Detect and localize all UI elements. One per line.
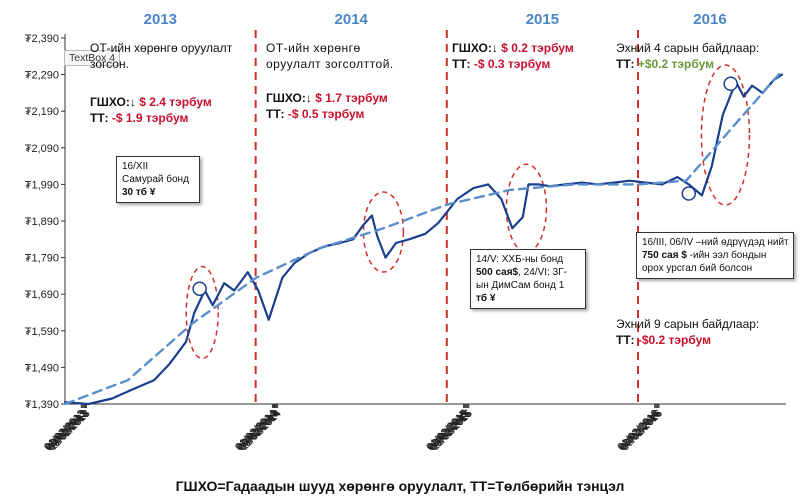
inflow-callout-line3: орох урсгал бий болсон [642,263,753,274]
bonds-callout-line3: ын ДимСам бонд 1 [476,280,565,291]
annotation-2013-fdi-value: $ 2.4 тэрбум [139,95,212,109]
bonds-callout-line4: тб ¥ [476,293,496,304]
x-tick-label: 11/02/2014 [239,408,284,453]
y-tick-label: ₮1,590 [25,326,59,338]
point-marker [192,281,207,296]
year-label: 2016 [693,11,726,28]
bonds-callout-line1: 14/V: ХХБ-ны бонд [476,254,564,265]
year-label: 2015 [526,11,559,28]
annotation-2014-bop-value: -$ 0.5 тэрбум [287,107,365,121]
annotation-2015-bop-value: -$ 0.3 тэрбум [473,57,551,71]
annotation-2013-title1: ОТ-ийн хөрөнгө оруулалт [90,41,233,55]
y-tick-label: ₮2,190 [25,106,59,118]
highlight-ellipses [185,64,751,360]
annotation-2014-title2: оруулалт зогсолттой. [266,57,394,71]
annotation-2015-fdi-value: $ 0.2 тэрбум [501,41,574,55]
point-marker [723,76,738,91]
point-marker [681,186,697,201]
annotation-2013-fdi-label: ГШХО: [90,95,130,109]
down-arrow-icon: ↓ [305,91,312,105]
annotation-2016-bop-value: +$0.2 тэрбум [637,57,715,71]
series-lines [63,69,784,406]
y-tick-label: ₮1,490 [25,362,59,374]
annotation-2016-title: Эхний 4 сарын байдлаар: [616,41,760,55]
y-tick-label: ₮1,790 [25,253,59,265]
samurai-callout-line3: 30 тб ¥ [122,187,156,198]
bond-issuance-callout: 14/V: ХХБ-ны бонд 500 сая$, 24/VI: 3Г- ы… [470,249,586,309]
annotation-2016b-bop-label: ТТ: [616,333,638,347]
x-tick-label: 11/02/2015 [430,408,475,453]
down-arrow-icon: ↓ [129,95,136,109]
annotation-2016b-bop-value: -$0.2 тэрбум [637,333,712,347]
trend-line [63,69,784,406]
annotation-2013: ОТ-ийн хөрөнгө оруулалт зогсон. ГШХО:↓ $… [90,40,232,126]
annotation-2015-fdi-label: ГШХО: [452,41,492,55]
textbox-label: TextBox 4 [64,50,121,66]
highlight-ellipse [185,265,219,360]
annotation-2013-bop-label: ТТ: [90,111,112,125]
annotation-2013-bop-value: -$ 1.9 тэрбум [111,111,189,125]
x-tick-label: 09/02/2016 [619,408,665,454]
axes [64,34,786,405]
x-axis-ticks: 01/02/201303/02/201305/02/201307/02/2013… [42,404,665,453]
samurai-callout-line1: 16/XII [122,161,149,172]
y-tick-label: ₮1,690 [25,289,59,301]
inflow-callout-line2b: -ийн ээл бондын [686,250,767,261]
period-dividers [254,30,639,402]
samurai-callout-line2: Самурай бонд [122,174,189,185]
annotation-2014-bop-label: ТТ: [266,107,288,121]
chart-footnote: ГШХО=Гадаадын шууд хөрөнгө оруулалт, ТТ=… [175,478,625,494]
samurai-bond-callout: 16/XII Самурай бонд 30 тб ¥ [116,156,200,203]
year-labels: 2013 2014 2015 2016 [144,11,727,28]
point-markers [192,76,738,296]
annotation-2016-nine-months: Эхний 9 сарын байдлаар: ТТ: -$0.2 тэрбум [616,316,759,348]
bonds-callout-line2a: 500 сая$ [476,267,519,278]
annotation-2016-bop-label: ТТ: [616,57,638,71]
exchange-rate-line [63,73,784,406]
x-tick-label: 11/02/2013 [47,408,92,453]
y-tick-label: ₮1,390 [25,399,59,411]
y-tick-label: ₮2,390 [25,33,59,45]
year-label: 2014 [335,11,369,28]
annotation-2015: ГШХО:↓ $ 0.2 тэрбум ТТ: -$ 0.3 тэрбум [452,40,574,72]
annotation-2015-bop-label: ТТ: [452,57,474,71]
down-arrow-icon: ↓ [491,41,498,55]
year-label: 2013 [144,11,177,28]
inflow-callout-line1: 16/III, 06/IV –ний өдрүүдэд нийт [642,237,789,248]
inflow-2016-callout: 16/III, 06/IV –ний өдрүүдэд нийт 750 сая… [636,232,794,279]
annotation-2014-title1: ОТ-ийн хөрөнгө [266,41,361,55]
annotation-2014-fdi-label: ГШХО: [266,91,306,105]
annotation-2016: Эхний 4 сарын байдлаар: ТТ: +$0.2 тэрбум [616,40,759,72]
annotation-2014: ОТ-ийн хөрөнгө оруулалт зогсолттой. ГШХО… [266,40,394,122]
highlight-ellipse [505,163,548,253]
y-axis-ticks: ₮2,390 ₮2,290 ₮2,190 ₮2,090 ₮1,990 ₮1,890 ₮1,7… [25,33,65,411]
inflow-callout-line2a: 750 сая $ [642,250,687,261]
annotation-2014-fdi-value: $ 1.7 тэрбум [315,91,388,105]
annotation-2016b-title: Эхний 9 сарын байдлаар: [616,317,760,331]
y-tick-label: ₮2,290 [25,70,59,82]
highlight-ellipse [700,64,751,206]
annotation-2013-title2: зогсон. [90,57,129,71]
y-tick-label: ₮1,990 [25,179,59,191]
y-tick-label: ₮1,890 [25,216,59,228]
highlight-ellipse [362,191,405,273]
bonds-callout-line2b: , 24/VI: 3Г- [518,267,567,278]
y-tick-label: ₮2,090 [25,143,59,155]
